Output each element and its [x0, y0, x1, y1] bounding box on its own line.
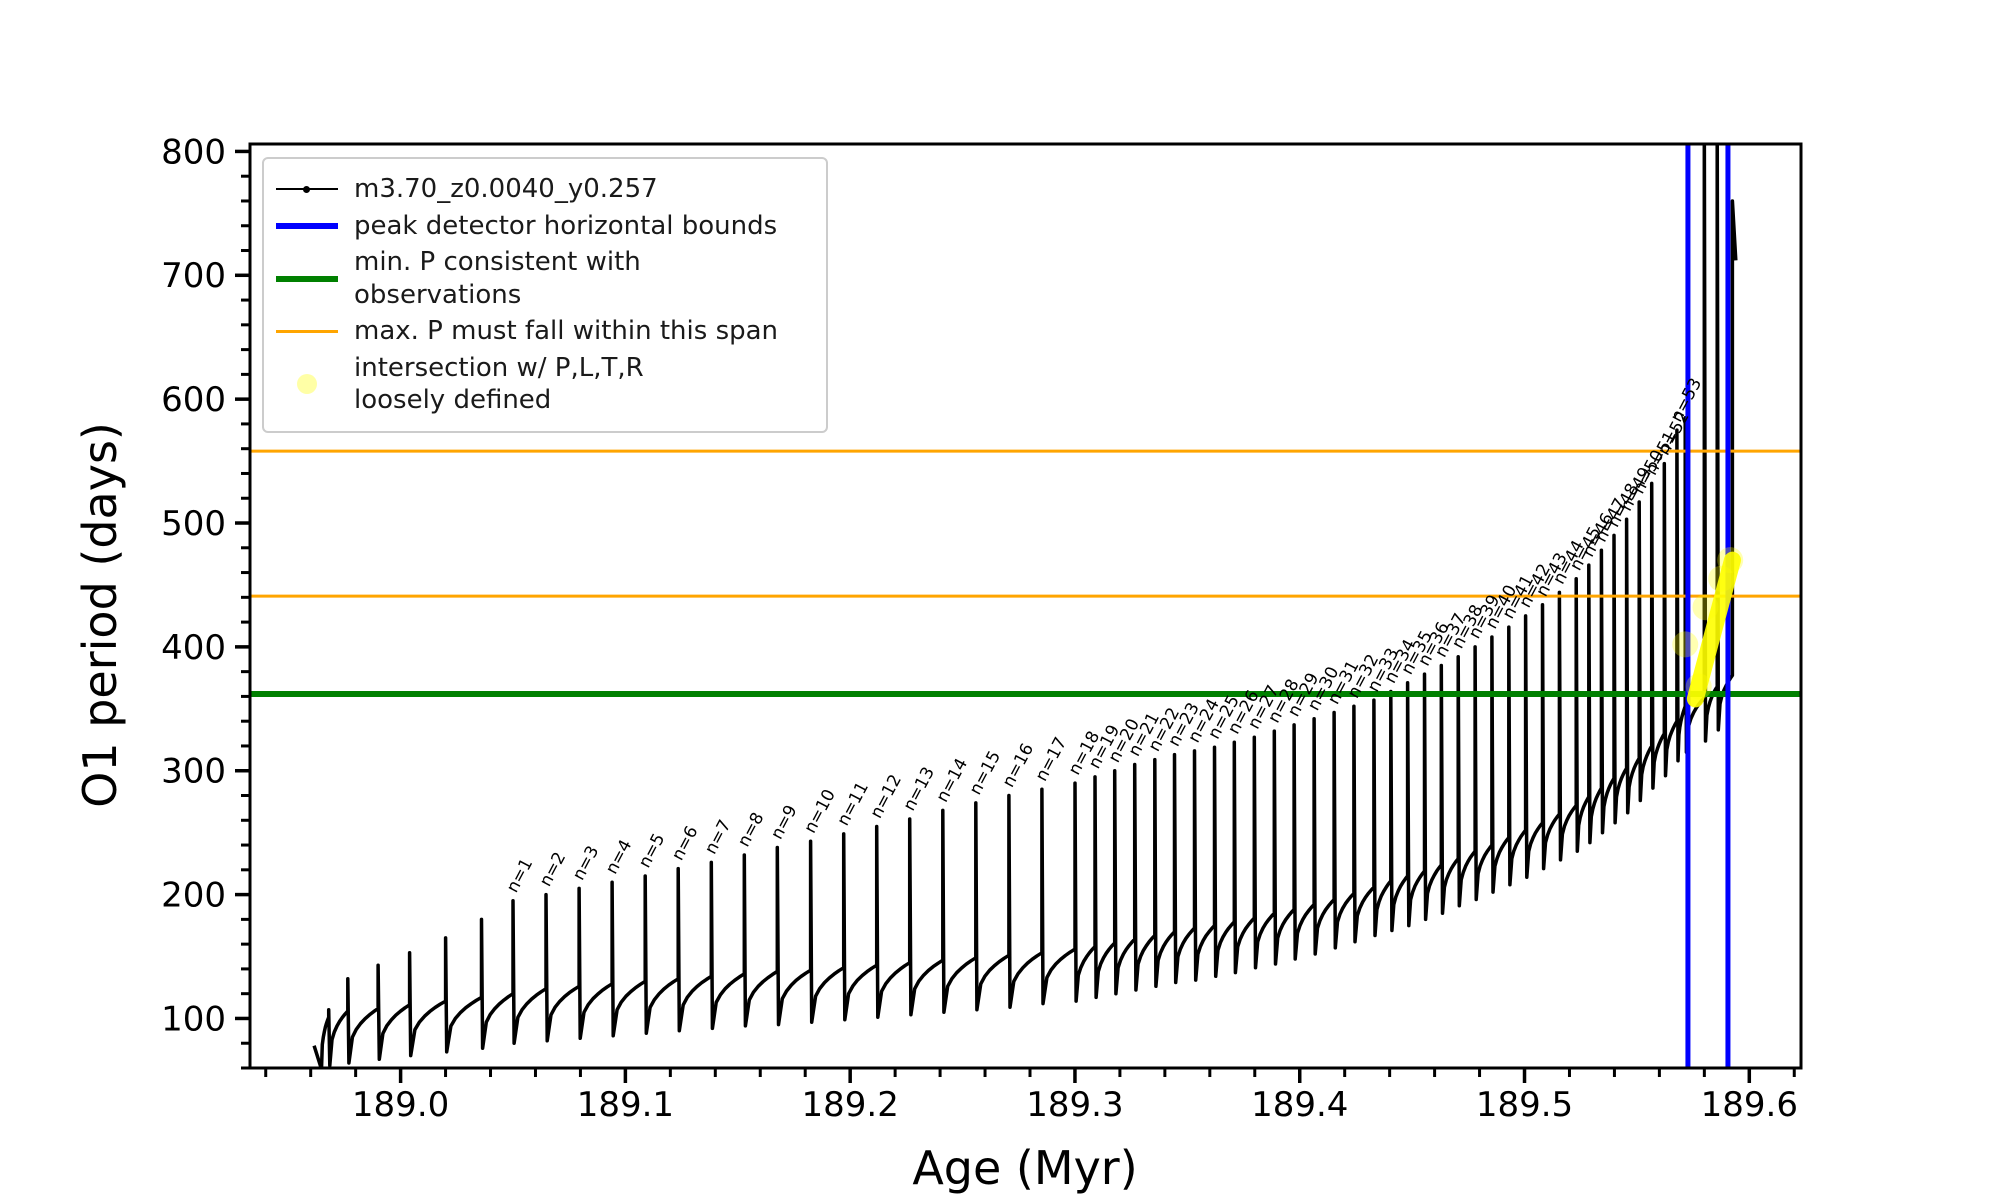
- legend-entry-2: min. P consistent with observations: [276, 246, 812, 311]
- pulse-label: n=10: [800, 786, 840, 837]
- pulse-label: n=17: [1032, 734, 1072, 785]
- legend-label: m3.70_z0.0040_y0.257: [354, 174, 658, 204]
- y-tick-label: 700: [161, 256, 226, 296]
- y-tick-label: 600: [161, 380, 226, 420]
- intersection-marker: [1686, 551, 1741, 708]
- x-tick-label: 189.3: [1026, 1085, 1123, 1125]
- legend-label: max. P must fall within this span: [354, 316, 779, 346]
- y-tick-label: 400: [161, 628, 226, 668]
- pulse-label: n=5: [635, 830, 669, 871]
- pulse-label: n=1: [503, 855, 537, 896]
- legend-line-sample: [276, 275, 338, 282]
- pulse-label: n=12: [866, 771, 906, 822]
- legend-entry-4: intersection w/ P,L,T,R loosely defined: [276, 352, 812, 417]
- pulse-label: n=13: [899, 764, 939, 815]
- pulse-label: n=4: [602, 837, 636, 878]
- y-tick-label: 500: [161, 504, 226, 544]
- legend-label: peak detector horizontal bounds: [354, 210, 778, 241]
- legend-entry-1: peak detector horizontal bounds: [276, 210, 812, 243]
- pulse-label: n=11: [833, 779, 873, 830]
- x-tick-label: 189.4: [1251, 1085, 1348, 1125]
- x-tick-label: 189.0: [352, 1085, 449, 1125]
- legend-entry-3: max. P must fall within this span: [276, 315, 812, 348]
- x-tick-label: 189.1: [577, 1085, 674, 1125]
- legend-line-sample: [276, 222, 338, 229]
- x-tick-label: 189.5: [1476, 1085, 1573, 1125]
- y-tick-label: 100: [161, 999, 226, 1039]
- pulse-label: n=15: [966, 748, 1006, 799]
- y-tick-label: 800: [161, 132, 226, 172]
- model-track-line: [312, 144, 1738, 1068]
- x-tick-label: 189.6: [1701, 1085, 1798, 1125]
- x-axis-label: Age (Myr): [912, 1141, 1138, 1195]
- y-tick-label: 300: [161, 752, 226, 792]
- y-axis-label: O1 period (days): [73, 422, 127, 808]
- plot-border: [248, 142, 1803, 1070]
- y-tick-label: 200: [161, 875, 226, 915]
- pulse-label: n=14: [933, 755, 973, 806]
- legend-entry-0: m3.70_z0.0040_y0.257: [276, 173, 812, 206]
- pulse-label: n=3: [569, 843, 603, 884]
- pulse-label: n=6: [668, 823, 702, 864]
- x-tick-label: 189.2: [801, 1085, 898, 1125]
- intersection-halo: [1672, 631, 1699, 658]
- pulse-label: n=16: [999, 740, 1039, 791]
- pulse-label: n=8: [734, 809, 768, 850]
- legend-line-sample: [276, 186, 338, 194]
- legend-marker-dot: [276, 374, 338, 394]
- legend-label: min. P consistent with observations: [354, 247, 641, 310]
- pulse-label: n=9: [767, 802, 801, 843]
- pulse-label: n=53: [1667, 375, 1707, 426]
- legend-line-sample: [276, 329, 338, 333]
- pulse-label: n=7: [701, 817, 735, 858]
- legend-label: intersection w/ P,L,T,R loosely defined: [354, 352, 644, 416]
- pulse-label: n=2: [536, 849, 570, 890]
